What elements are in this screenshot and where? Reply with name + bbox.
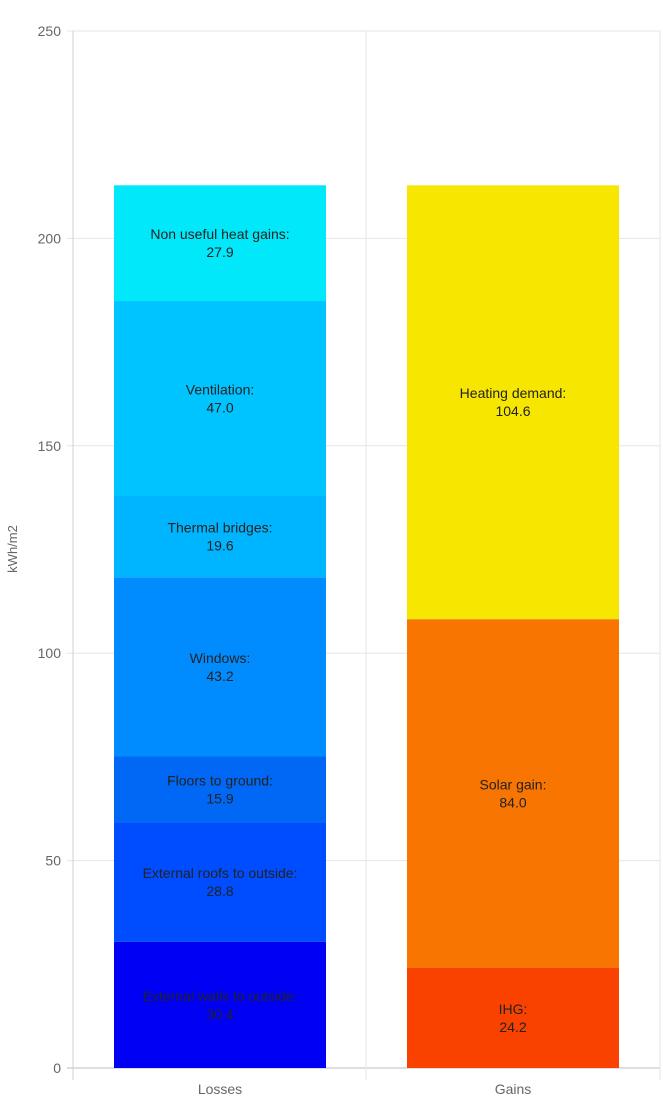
bar-segment-ihg [407,967,619,1068]
segment-label-ventilation: Ventilation: [186,382,255,398]
bar-segment-heating-demand [407,185,619,620]
x-axis: Losses Gains [198,1081,531,1097]
x-tick-label-losses: Losses [198,1081,242,1097]
segment-label-windows: Windows: [190,650,251,666]
bars: External walls to outside: 30.4 External r… [114,185,619,1068]
segment-label-external-walls-to-outside: External walls to outside: [143,988,298,1004]
y-tick-label: 50 [45,853,61,869]
y-axis: 0 50 100 150 200 250 [38,23,62,1076]
y-tick-label: 100 [38,645,62,661]
segment-value-solar-gain: 84.0 [499,794,526,810]
segment-value-external-walls-to-outside: 30.4 [206,1006,233,1022]
bar-segment-non-useful-heat-gains [114,185,326,302]
segment-label-ihg: IHG: [499,1001,528,1017]
y-tick-label: 200 [38,230,62,246]
segment-value-thermal-bridges: 19.6 [206,538,233,554]
bar-segment-thermal-bridges [114,495,326,578]
segment-label-non-useful-heat-gains: Non useful heat gains: [150,226,289,242]
bar-segment-windows [114,577,326,757]
segment-value-external-roofs-to-outside: 28.8 [206,883,233,899]
segment-value-floors-to-ground: 15.9 [206,790,233,806]
segment-label-thermal-bridges: Thermal bridges: [167,520,272,536]
bar-segment-floors-to-ground [114,756,326,823]
bar-segment-external-roofs-to-outside [114,822,326,942]
x-tick-label-gains: Gains [495,1081,532,1097]
y-tick-label: 150 [38,438,62,454]
segment-label-heating-demand: Heating demand: [460,385,567,401]
bar-segment-external-walls-to-outside [114,941,326,1068]
segment-value-ihg: 24.2 [499,1019,526,1035]
y-tick-label: 0 [53,1060,61,1076]
segment-label-solar-gain: Solar gain: [480,776,547,792]
segment-label-external-roofs-to-outside: External roofs to outside: [143,865,298,881]
segment-value-windows: 43.2 [206,668,233,684]
segment-value-ventilation: 47.0 [206,400,233,416]
y-tick-label: 250 [38,23,62,39]
bar-segment-solar-gain [407,619,619,968]
segment-value-non-useful-heat-gains: 27.9 [206,244,233,260]
y-axis-title: kWh/m2 [5,525,20,573]
bar-segment-ventilation [114,301,326,496]
segment-value-heating-demand: 104.6 [495,403,530,419]
segment-label-floors-to-ground: Floors to ground: [167,772,273,788]
